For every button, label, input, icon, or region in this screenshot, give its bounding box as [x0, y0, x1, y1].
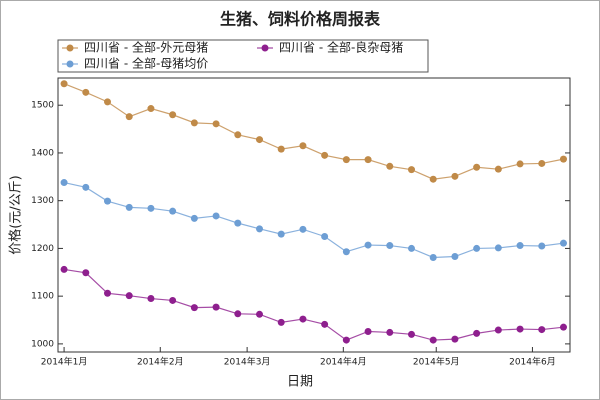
chart-title: 生猪、饲料价格周报表 — [220, 10, 381, 29]
data-point — [559, 323, 567, 331]
y-tick-label: 1400 — [31, 148, 54, 158]
data-point — [494, 165, 502, 173]
data-point — [104, 289, 112, 297]
legend-marker — [66, 60, 74, 68]
legend-marker — [66, 44, 74, 52]
data-point — [473, 244, 481, 252]
y-tick-label: 1100 — [31, 292, 54, 302]
data-point — [342, 156, 350, 164]
data-point — [169, 111, 177, 119]
data-point — [429, 253, 437, 261]
data-point — [407, 166, 415, 174]
data-point — [125, 292, 133, 300]
y-tick-label: 1300 — [31, 196, 54, 206]
data-point — [429, 175, 437, 183]
data-point — [255, 225, 263, 233]
series-line — [63, 83, 564, 180]
data-point — [169, 296, 177, 304]
data-point — [559, 239, 567, 247]
data-point — [321, 151, 329, 159]
data-point — [473, 163, 481, 171]
x-tick-label: 2014年1月 — [41, 356, 88, 368]
data-point — [104, 98, 112, 106]
data-point — [147, 295, 155, 303]
data-point — [299, 225, 307, 233]
data-point — [407, 244, 415, 252]
x-tick-label: 2014年4月 — [320, 356, 367, 368]
data-point — [451, 253, 459, 261]
x-axis-label: 日期 — [287, 375, 313, 390]
y-tick-label: 1500 — [31, 101, 54, 111]
data-point — [147, 204, 155, 212]
data-point — [234, 310, 242, 318]
data-point — [386, 328, 394, 336]
data-point — [538, 242, 546, 250]
data-point — [451, 335, 459, 343]
y-tick-label: 1200 — [31, 244, 54, 254]
data-point — [516, 325, 524, 333]
y-tick-label: 1000 — [31, 339, 54, 349]
data-point — [407, 330, 415, 338]
data-point — [125, 113, 133, 121]
data-point — [169, 207, 177, 215]
data-point — [473, 329, 481, 337]
data-point — [60, 80, 68, 88]
legend-label: 四川省 - 全部-外元母猪 — [84, 40, 208, 55]
data-point — [364, 156, 372, 164]
data-point — [255, 136, 263, 144]
data-point — [190, 214, 198, 222]
x-tick-label: 2014年2月 — [137, 356, 184, 368]
data-point — [125, 203, 133, 211]
data-point — [234, 219, 242, 227]
data-point — [255, 310, 263, 318]
legend-label: 四川省 - 全部-母猪均价 — [84, 56, 208, 71]
data-point — [212, 120, 220, 128]
data-point — [277, 318, 285, 326]
data-point — [494, 326, 502, 334]
legend-marker — [261, 44, 269, 52]
data-point — [342, 248, 350, 256]
data-point — [364, 241, 372, 249]
data-point — [277, 230, 285, 238]
data-point — [277, 145, 285, 153]
x-tick-label: 2014年5月 — [413, 356, 460, 368]
data-point — [212, 212, 220, 220]
data-point — [212, 303, 220, 311]
data-point — [299, 315, 307, 323]
data-point — [82, 269, 90, 277]
data-point — [451, 172, 459, 180]
data-point — [516, 160, 524, 168]
data-point — [516, 242, 524, 250]
data-point — [321, 232, 329, 240]
data-point — [321, 320, 329, 328]
data-point — [538, 159, 546, 167]
series-line — [63, 268, 564, 341]
data-point — [60, 265, 68, 273]
y-axis-label: 价格(元/公斤) — [8, 175, 24, 255]
data-point — [147, 105, 155, 113]
data-point — [234, 131, 242, 139]
data-point — [342, 336, 350, 344]
data-point — [386, 242, 394, 250]
data-point — [60, 179, 68, 187]
data-point — [104, 197, 112, 205]
data-point — [386, 162, 394, 170]
data-point — [82, 183, 90, 191]
data-point — [190, 304, 198, 312]
data-point — [538, 326, 546, 334]
data-point — [364, 327, 372, 335]
data-point — [429, 336, 437, 344]
data-point — [494, 244, 502, 252]
legend-label: 四川省 - 全部-良杂母猪 — [279, 40, 403, 55]
x-tick-label: 2014年6月 — [509, 356, 556, 368]
x-tick-label: 2014年3月 — [224, 356, 271, 368]
data-point — [190, 119, 198, 127]
plot-area — [57, 77, 571, 353]
series-line — [63, 181, 564, 259]
legend — [57, 39, 429, 73]
data-point — [82, 88, 90, 96]
data-point — [299, 142, 307, 150]
data-point — [559, 155, 567, 163]
